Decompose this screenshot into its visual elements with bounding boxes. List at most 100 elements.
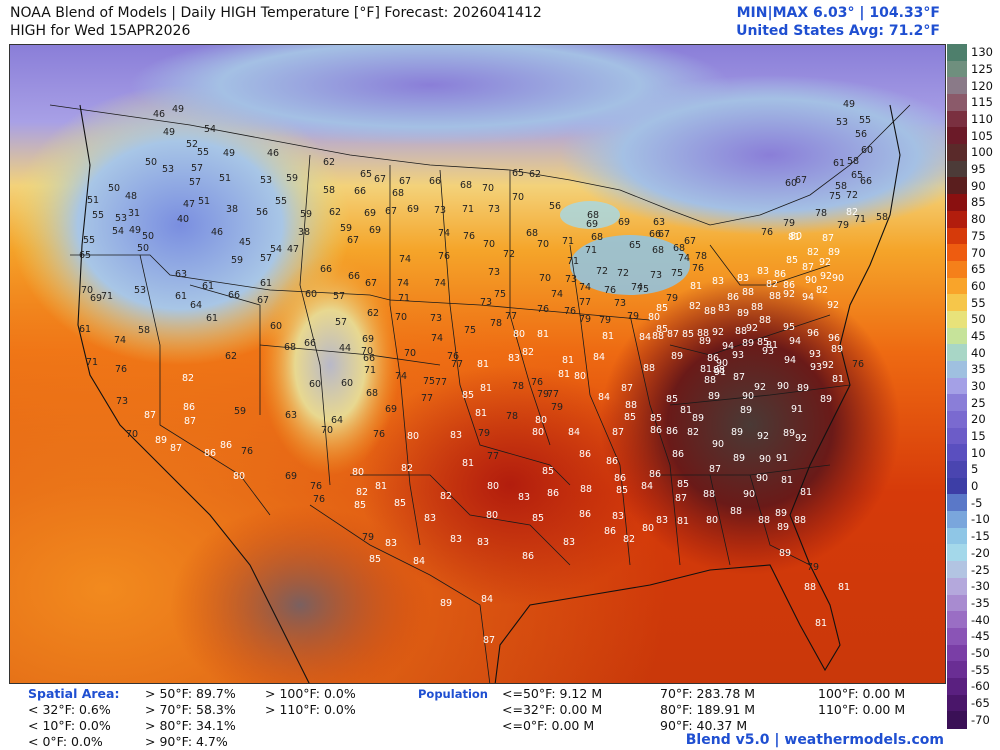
temperature-value: 93	[762, 346, 774, 357]
temperature-value: 49	[163, 127, 175, 138]
temperature-value: 75	[637, 284, 649, 295]
temperature-value: 71	[854, 214, 866, 225]
temperature-value: 70	[361, 346, 373, 357]
temperature-value: 80	[648, 312, 660, 323]
colorbar-tick-label: 110	[971, 112, 993, 127]
colorbar-segment	[947, 561, 967, 579]
temperature-value: 53	[115, 213, 127, 224]
temperature-value: 67	[365, 278, 377, 289]
temperature-value: 65	[79, 250, 91, 261]
temperature-value: 67	[658, 229, 670, 240]
temperature-value: 82	[182, 373, 194, 384]
temperature-value: 76	[438, 251, 450, 262]
temperature-value: 89	[737, 308, 749, 319]
temperature-value: 68	[366, 388, 378, 399]
temperature-value: 82	[356, 487, 368, 498]
colorbar-segment	[947, 77, 967, 95]
temperature-value: 50	[137, 243, 149, 254]
title-block: NOAA Blend of Models | Daily HIGH Temper…	[10, 4, 542, 40]
temperature-value: 70	[404, 348, 416, 359]
temperature-value: 87	[483, 635, 495, 646]
temperature-value: 76	[761, 227, 773, 238]
temperature-value: 62	[323, 157, 335, 168]
temperature-value: 74	[434, 278, 446, 289]
temperature-value: 81	[690, 281, 702, 292]
temperature-value: 92	[822, 360, 834, 371]
temperature-value: 85	[532, 513, 544, 524]
temperature-value: 77	[547, 389, 559, 400]
colorbar-tick-label: -25	[971, 562, 990, 577]
temperature-value: 86	[650, 425, 662, 436]
temperature-value: 58	[847, 156, 859, 167]
temperature-value: 79	[362, 532, 374, 543]
temperature-value: 83	[612, 511, 624, 522]
temperature-value: 68	[284, 342, 296, 353]
temperature-value: 65	[851, 170, 863, 181]
colorbar-segment	[947, 627, 967, 646]
colorbar-tick-labels: 130 125 120 115 110 105 100 95 90 85 80 75 70 65 60 55 5…	[969, 44, 1000, 728]
temperature-value: 94	[789, 336, 801, 347]
colorbar-tick-label: -20	[971, 545, 990, 560]
temperature-value: 71	[364, 365, 376, 376]
temperature-value: 51	[198, 196, 210, 207]
temperature-value: 86	[774, 269, 786, 280]
temperature-value: 84	[481, 594, 493, 605]
temperature-value: 69	[618, 217, 630, 228]
temperature-value: 79	[551, 402, 563, 413]
temperature-value: 87	[675, 493, 687, 504]
spatial-stat: > 50°F: 89.7%	[145, 686, 236, 701]
temperature-value: 62	[529, 169, 541, 180]
temperature-value: 86	[783, 280, 795, 291]
temperature-value: 69	[586, 219, 598, 230]
temperature-value: 81	[680, 405, 692, 416]
temperature-value: 82	[623, 534, 635, 545]
temperature-value: 90	[832, 273, 844, 284]
colorbar-tick-label: 75	[971, 228, 986, 243]
temperature-value: 79	[627, 311, 639, 322]
temperature-value: 85	[650, 413, 662, 424]
temperature-value: 89	[692, 413, 704, 424]
colorbar-segment	[947, 694, 967, 712]
colorbar-segment	[947, 411, 967, 429]
great-lakes-cool	[570, 235, 690, 295]
temperature-value: 66	[354, 186, 366, 197]
temperature-value: 57	[335, 317, 347, 328]
temperature-value: 83	[385, 538, 397, 549]
temperature-value: 85	[616, 485, 628, 496]
temperature-value: 72	[617, 268, 629, 279]
temperature-value: 89	[783, 428, 795, 439]
colorbar-tick-label: -55	[971, 662, 990, 677]
temperature-value: 80	[790, 231, 802, 242]
temperature-value: 66	[228, 290, 240, 301]
colorbar-segment	[947, 377, 967, 395]
colorbar-segment	[947, 661, 967, 679]
temperature-value: 78	[695, 251, 707, 262]
temperature-value: 80	[706, 515, 718, 526]
temperature-value: 38	[226, 204, 238, 215]
temperature-value: 76	[537, 304, 549, 315]
colorbar-segment	[947, 294, 967, 312]
colorbar-tick-label: 5	[971, 462, 979, 477]
temperature-value: 95	[783, 322, 795, 333]
colorbar-segment	[947, 444, 967, 462]
temperature-value: 86	[522, 551, 534, 562]
colorbar-segment	[947, 60, 967, 78]
temperature-value: 86	[606, 456, 618, 467]
temperature-value: 73	[488, 204, 500, 215]
us-average-readout: United States Avg: 71.2°F	[736, 23, 940, 39]
temperature-value: 79	[783, 218, 795, 229]
temperature-value: 70	[395, 312, 407, 323]
temperature-value: 88	[794, 515, 806, 526]
temperature-value: 70	[482, 183, 494, 194]
temperature-value: 86	[547, 488, 559, 499]
temperature-value: 67	[795, 175, 807, 186]
colorbar-tick-label: 30	[971, 379, 986, 393]
temperature-value: 88	[625, 400, 637, 411]
temperature-value: 46	[211, 227, 223, 238]
temperature-value: 66	[363, 353, 375, 364]
temperature-value: 83	[450, 534, 462, 545]
texas-warm-region	[360, 365, 660, 605]
colorbar-tick-label: 60	[971, 278, 986, 293]
temperature-value: 75	[671, 268, 683, 279]
temperature-value: 85	[624, 412, 636, 423]
